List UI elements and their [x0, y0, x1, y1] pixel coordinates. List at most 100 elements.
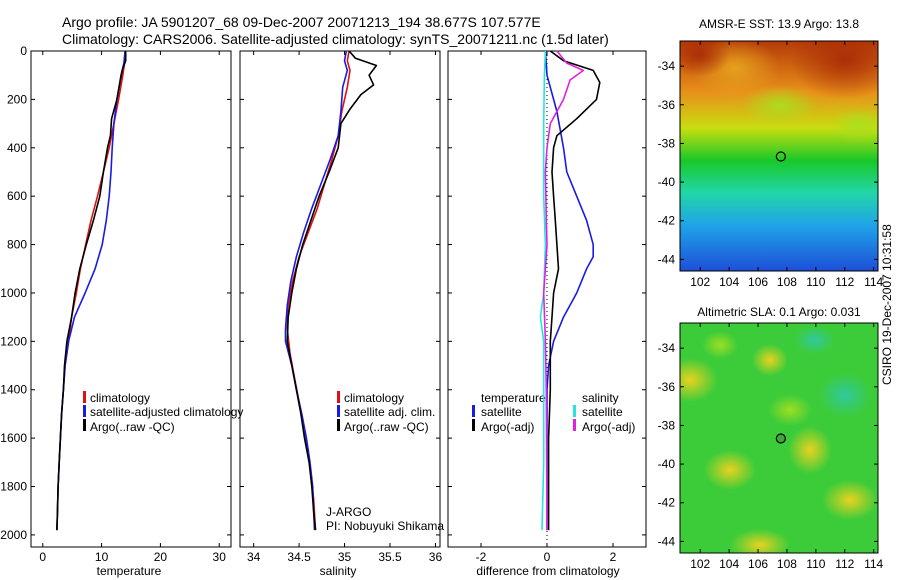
sst-ytick-label: -38 — [658, 136, 676, 150]
legend-label-climatology: climatology — [344, 391, 404, 405]
sst-xtick-label: 112 — [835, 275, 854, 289]
header-line-1: Argo profile: JA 5901207_68 09-Dec-2007 … — [62, 14, 541, 30]
sla-xtick-label: 108 — [777, 557, 797, 571]
temperature-xtick-label: 20 — [154, 550, 168, 564]
sla-map-frame — [679, 322, 879, 554]
temperature-xtick-label: 10 — [95, 550, 109, 564]
temperature-xtick-label: 30 — [213, 550, 227, 564]
salinity-xtick-label: 35.5 — [378, 550, 402, 564]
salinity-series-satellite-adj-clim- — [284, 50, 349, 531]
salinity-xtick-label: 34 — [247, 550, 261, 564]
legend-label-climatology: climatology — [90, 391, 150, 405]
sla-map-title: Altimetric SLA: 0.1 Argo: 0.031 — [697, 305, 861, 319]
sst-ytick-label: -40 — [658, 175, 676, 189]
depth-tick-label: 1200 — [0, 334, 27, 348]
sla-map — [680, 323, 878, 553]
sst-map — [680, 41, 878, 271]
difference-series-temperature-argo-adj- — [547, 50, 601, 531]
temperature-xtick-label: 0 — [39, 550, 46, 564]
difference-axis-label: difference from climatology — [476, 564, 619, 578]
legend-swatch-satellite — [337, 405, 340, 417]
sla-xtick-label: 112 — [835, 557, 854, 571]
sla-ytick-label: -34 — [658, 341, 676, 355]
jargo-annotation: J-ARGO — [326, 505, 371, 519]
depth-tick-label: 800 — [7, 238, 27, 252]
depth-tick-label: 1800 — [0, 480, 27, 494]
legend-swatch-sal-argo — [573, 419, 576, 431]
legend-label-argo: Argo(..raw -QC) — [90, 420, 175, 434]
temperature-series-satellite-adjusted-climatology — [56, 50, 126, 531]
salinity-xtick-label: 35 — [338, 550, 352, 564]
sla-ytick-label: -40 — [658, 457, 676, 471]
sst-ytick-label: -34 — [658, 59, 676, 73]
legend-swatch-sal-satellite — [573, 405, 576, 417]
temperature-axis-label: temperature — [97, 564, 162, 578]
sla-ytick-label: -44 — [658, 534, 676, 548]
temperature-legend: climatology satellite-adjusted climatolo… — [83, 391, 243, 434]
sst-xtick-label: 108 — [777, 275, 797, 289]
legend-label-argo: Argo(..raw -QC) — [344, 420, 429, 434]
sla-xtick-label: 110 — [806, 557, 825, 571]
sla-ytick-label: -36 — [658, 380, 676, 394]
legend-swatch-climatology — [83, 391, 86, 403]
salinity-series-argo-raw-qc- — [286, 50, 378, 531]
sst-xtick-label: 110 — [806, 275, 825, 289]
difference-xtick-label: 0 — [544, 550, 551, 564]
legend-label-satellite: satellite-adjusted climatology — [90, 405, 243, 419]
legend-title-temperature: temperature — [481, 391, 546, 405]
sla-xtick-label: 114 — [864, 557, 883, 571]
legend-swatch-temp-argo — [472, 419, 475, 431]
sst-ytick-label: -42 — [658, 214, 676, 228]
sla-xtick-label: 106 — [748, 557, 768, 571]
legend-swatch-argo — [83, 419, 86, 431]
legend-swatch-temp-satellite — [472, 405, 475, 417]
sst-ytick-label: -36 — [658, 98, 676, 112]
depth-tick-label: 2000 — [0, 528, 27, 542]
salinity-xtick-label: 34.5 — [287, 550, 311, 564]
header-line-2: Climatology: CARS2006. Satellite-adjuste… — [62, 31, 609, 47]
pi-annotation: PI: Nobuyuki Shikama — [326, 519, 444, 533]
csiro-timestamp: CSIRO 19-Dec-2007 10:31:58 — [880, 224, 894, 385]
sst-map-title: AMSR-E SST: 13.9 Argo: 13.8 — [699, 17, 859, 31]
legend-label-sal-satellite: satellite — [582, 405, 623, 419]
sla-ytick-label: -38 — [658, 418, 676, 432]
depth-tick-label: 1400 — [0, 383, 27, 397]
depth-tick-label: 1000 — [0, 286, 27, 300]
legend-label-temp-argo: Argo(-adj) — [481, 420, 534, 434]
depth-tick-label: 0 — [20, 44, 27, 58]
temperature-panel-frame — [30, 50, 232, 548]
difference-legend: temperature satellite Argo(-adj) salinit… — [472, 391, 635, 434]
salinity-legend: climatology satellite adj. clim. Argo(..… — [337, 391, 435, 434]
sla-argo-marker — [775, 433, 786, 444]
sst-xtick-label: 104 — [719, 275, 739, 289]
legend-label-satellite: satellite adj. clim. — [344, 405, 435, 419]
sst-ytick-label: -44 — [658, 252, 676, 266]
depth-tick-label: 600 — [7, 189, 27, 203]
legend-swatch-climatology — [337, 391, 340, 403]
sla-ytick-label: -42 — [658, 496, 676, 510]
legend-label-sal-argo: Argo(-adj) — [582, 420, 635, 434]
depth-tick-label: 1600 — [0, 431, 27, 445]
salinity-panel-frame — [239, 50, 441, 548]
difference-xtick-label: -2 — [476, 550, 487, 564]
legend-swatch-argo — [337, 419, 340, 431]
salinity-xtick-label: 36 — [429, 550, 443, 564]
sst-xtick-label: 102 — [690, 275, 710, 289]
depth-tick-label: 400 — [7, 141, 27, 155]
sla-xtick-label: 102 — [690, 557, 710, 571]
sst-xtick-label: 106 — [748, 275, 768, 289]
temperature-series-climatology — [56, 50, 126, 531]
difference-series-salinity-argo-adj- — [542, 50, 585, 531]
depth-tick-label: 200 — [7, 92, 27, 106]
legend-title-salinity: salinity — [582, 391, 619, 405]
sst-argo-marker — [775, 151, 786, 162]
difference-series-temperature-satellite — [544, 50, 595, 531]
difference-xtick-label: 2 — [610, 550, 617, 564]
sla-xtick-label: 104 — [719, 557, 739, 571]
temperature-series-argo-raw-qc- — [56, 51, 127, 531]
salinity-axis-label: salinity — [320, 564, 357, 578]
sst-xtick-label: 114 — [864, 275, 883, 289]
sst-map-frame — [679, 40, 879, 272]
legend-swatch-satellite — [83, 405, 86, 417]
